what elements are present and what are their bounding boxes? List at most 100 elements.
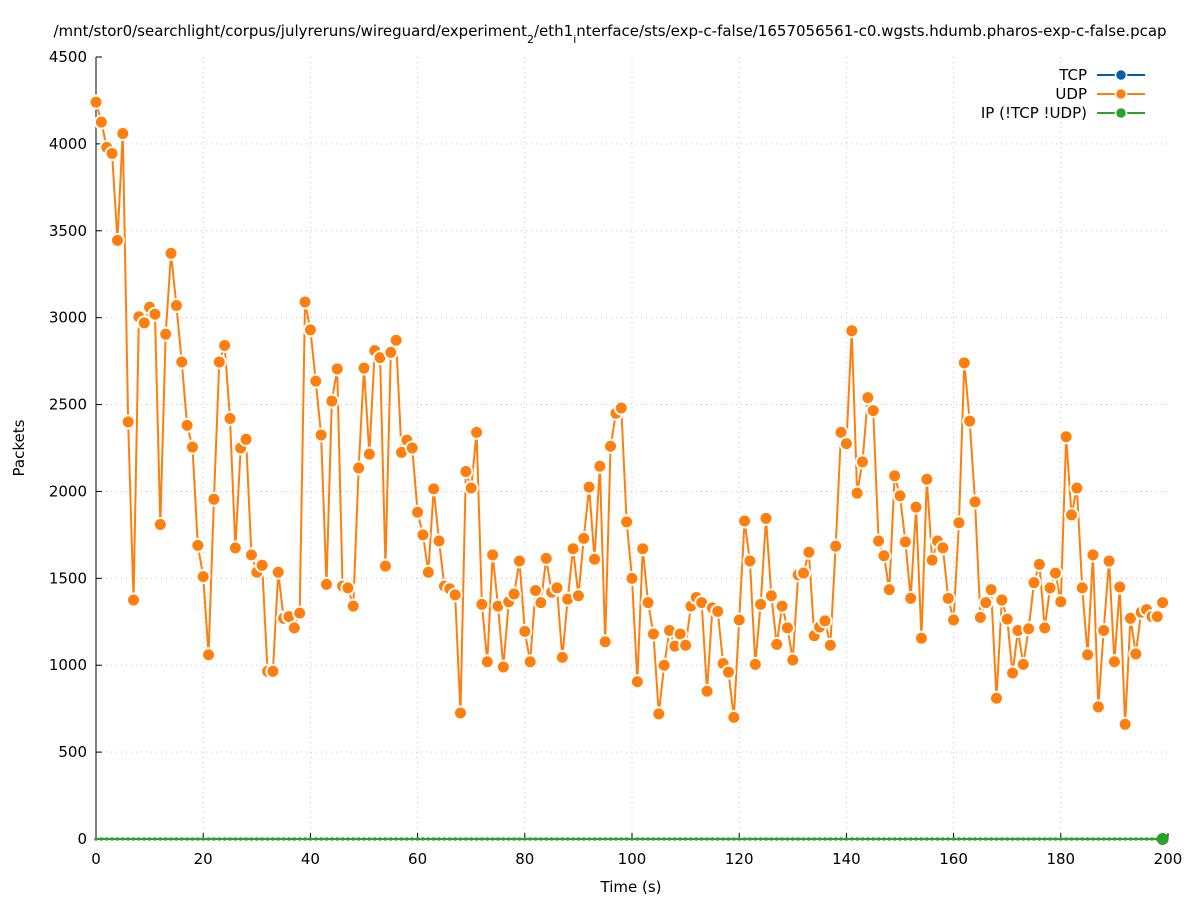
data-point — [614, 837, 618, 841]
data-point — [656, 657, 672, 673]
data-point — [613, 400, 629, 416]
data-point — [431, 533, 447, 549]
data-point — [431, 837, 436, 841]
data-point — [367, 837, 372, 841]
y-tick-label: 2500 — [49, 396, 87, 414]
data-point — [329, 361, 345, 377]
data-point — [1005, 837, 1009, 841]
data-point — [485, 837, 490, 841]
data-point — [528, 582, 544, 598]
data-point — [657, 837, 661, 841]
legend-marker — [1114, 87, 1128, 101]
data-point — [152, 516, 168, 532]
y-tick-label: 4500 — [49, 48, 87, 66]
data-point — [276, 837, 281, 841]
data-point — [908, 837, 913, 841]
data-point — [892, 837, 897, 841]
data-point — [769, 636, 785, 652]
data-point — [973, 837, 977, 841]
x-tick-label: 0 — [91, 850, 101, 868]
data-point — [913, 630, 929, 646]
data-point — [940, 590, 956, 606]
data-point — [292, 605, 308, 621]
data-point — [667, 837, 672, 841]
data-point — [646, 837, 650, 841]
data-point — [142, 837, 147, 841]
data-point — [302, 322, 318, 338]
data-point — [753, 837, 758, 841]
data-point — [421, 837, 425, 841]
data-point — [1091, 837, 1095, 841]
data-point — [1064, 507, 1080, 523]
data-point — [796, 837, 800, 841]
data-point — [581, 479, 597, 495]
data-point — [865, 403, 881, 419]
y-tick-label: 3000 — [49, 309, 87, 327]
data-point — [1037, 620, 1053, 636]
data-point — [174, 354, 190, 370]
data-point — [109, 232, 125, 248]
data-point — [324, 393, 340, 409]
x-tick-label: 180 — [1046, 850, 1075, 868]
data-point — [533, 595, 549, 611]
data-point — [158, 837, 163, 841]
data-point — [619, 514, 635, 530]
data-point — [576, 837, 581, 841]
data-point — [506, 586, 522, 602]
data-point — [742, 837, 747, 841]
data-point — [361, 446, 377, 462]
data-point — [705, 837, 709, 841]
data-point — [608, 837, 613, 841]
legend-label: IP (!TCP !UDP) — [981, 104, 1087, 122]
data-point — [318, 576, 334, 592]
data-point — [1047, 565, 1063, 581]
data-point — [876, 837, 881, 841]
data-point — [104, 837, 109, 841]
data-point — [774, 837, 779, 841]
data-point — [897, 534, 913, 550]
data-point — [479, 654, 495, 670]
data-point — [399, 837, 404, 841]
data-point — [1053, 594, 1069, 610]
data-point — [1101, 837, 1106, 841]
data-point — [871, 837, 875, 841]
data-point — [297, 837, 302, 841]
data-point — [94, 837, 98, 841]
data-point — [908, 499, 924, 515]
data-point — [1015, 656, 1031, 672]
data-point — [238, 837, 243, 841]
title-part: nterface/sts/exp-c-false/1657056561-c0.w… — [576, 22, 1166, 40]
data-point — [978, 595, 994, 611]
y-tick-label: 0 — [77, 830, 87, 848]
data-point — [919, 471, 935, 487]
data-point — [340, 580, 356, 596]
series-ip — [94, 833, 1169, 845]
title-part: /eth1 — [534, 22, 573, 40]
data-point — [480, 837, 484, 841]
data-point — [243, 547, 259, 563]
data-point — [447, 837, 452, 841]
data-point — [726, 837, 731, 841]
data-point — [211, 354, 227, 370]
title-part: /mnt/stor0/searchlight/corpus/julyreruns… — [53, 22, 527, 40]
data-point — [93, 114, 109, 130]
data-point — [1128, 837, 1133, 841]
data-point — [1021, 837, 1026, 841]
data-point — [163, 245, 179, 261]
data-point — [110, 837, 114, 841]
data-point — [394, 837, 398, 841]
data-point — [925, 837, 929, 841]
y-tick-label: 4000 — [49, 135, 87, 153]
series-layer — [88, 94, 1171, 845]
data-point — [1032, 837, 1036, 841]
data-point — [356, 360, 372, 376]
data-point — [1031, 556, 1047, 572]
data-point — [254, 837, 259, 841]
data-point — [222, 837, 227, 841]
data-point — [356, 837, 361, 841]
series-udp — [88, 94, 1171, 732]
data-point — [587, 837, 591, 841]
data-point — [549, 580, 565, 596]
data-point — [769, 837, 774, 841]
